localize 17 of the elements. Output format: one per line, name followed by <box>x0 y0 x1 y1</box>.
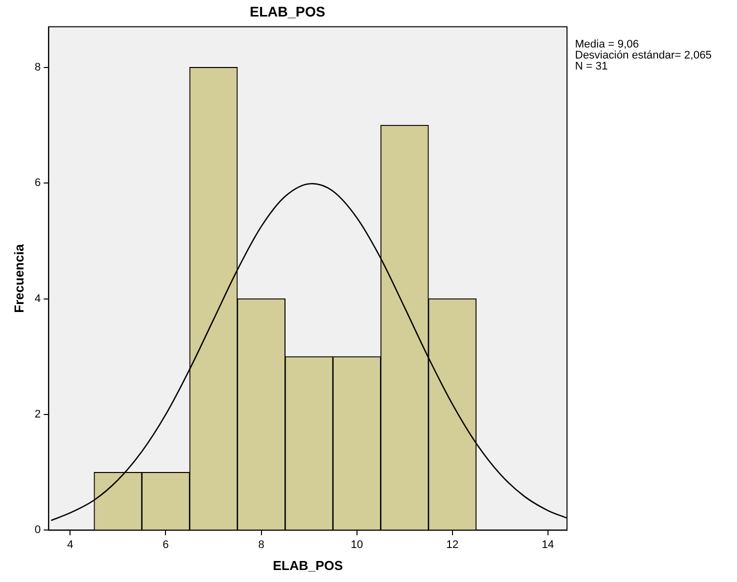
chart-title: ELAB_POS <box>250 3 326 20</box>
x-tick-label: 8 <box>258 538 264 551</box>
x-axis-title: ELAB_POS <box>272 558 344 573</box>
x-tick-label: 12 <box>446 538 458 551</box>
text: Media = 9,06 <box>575 38 639 50</box>
y-tick-label: 2 <box>34 408 41 421</box>
x-tick-label: 14 <box>542 538 554 551</box>
y-axis-title: Frecuencia <box>11 243 26 313</box>
text: N = 31 <box>575 60 608 72</box>
y-tick-label: 0 <box>34 524 41 536</box>
y-tick-label: 6 <box>34 177 41 190</box>
y-tick-label: 4 <box>34 292 41 305</box>
y-tick-label: 8 <box>34 61 41 74</box>
x-tick-label: 4 <box>67 538 74 551</box>
text: Desviación estándar= 2,065 <box>575 49 712 62</box>
x-tick-label: 10 <box>350 538 363 551</box>
x-tick-label: 6 <box>162 538 169 551</box>
